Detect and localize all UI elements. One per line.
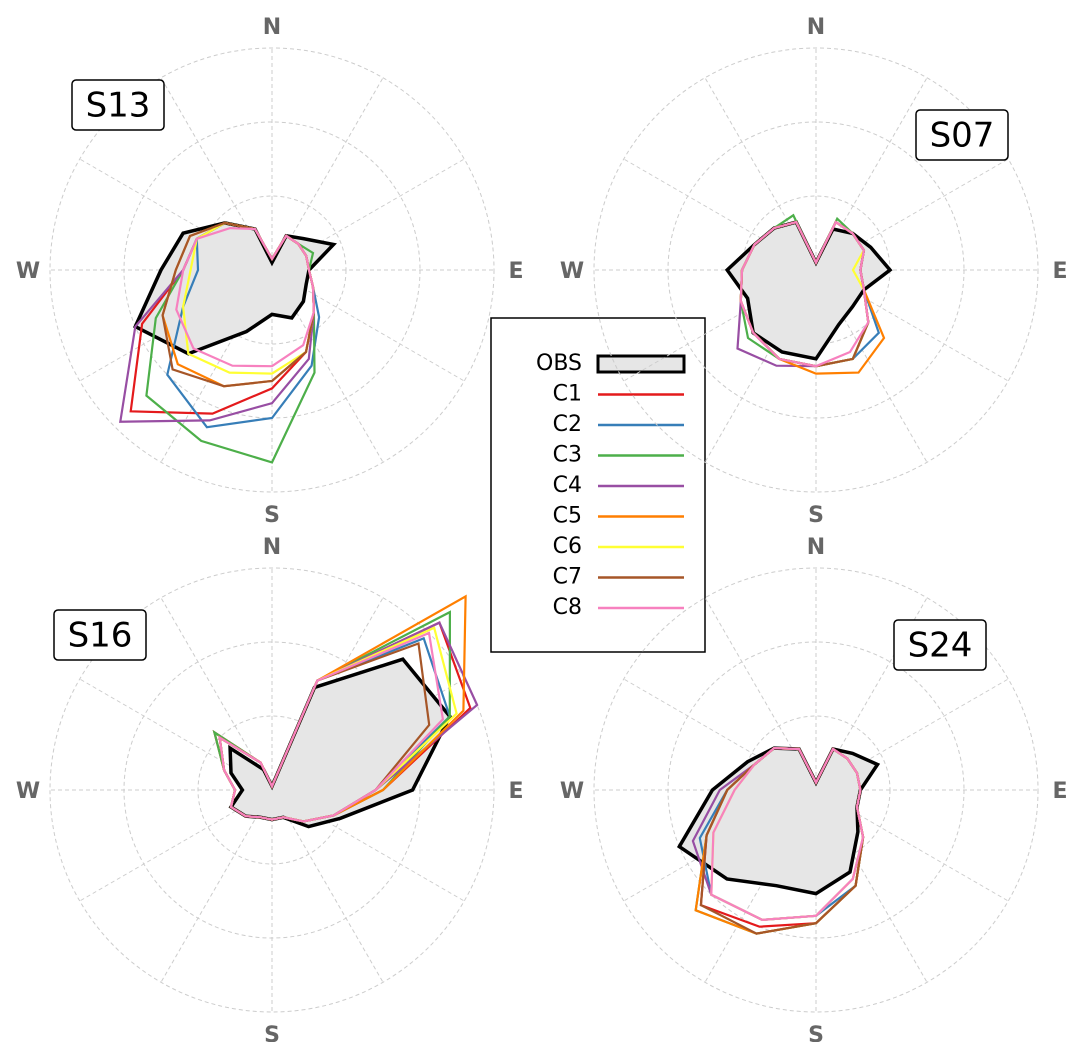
direction-label: N (807, 15, 825, 40)
title-box (71, 79, 165, 131)
polar-panel: N E S W S16 (16, 535, 524, 1042)
legend: OBS C1 C2 C3 C4 C5 C6 C7 C8 (490, 317, 706, 653)
legend-label: C2 (553, 412, 582, 437)
angle-grid (160, 789, 273, 983)
direction-label: W (560, 779, 584, 804)
panel-title: S24 (908, 626, 973, 666)
observed-polygon (724, 220, 893, 361)
direction-label: E (508, 259, 523, 284)
model-line (175, 226, 316, 368)
polar-panel: N E S W S24 (560, 535, 1068, 1042)
panel-title: S16 (68, 616, 133, 656)
legend-label: C8 (553, 595, 582, 620)
direction-label: E (1052, 779, 1067, 804)
radial-grid (593, 47, 1039, 493)
direction-label: S (808, 503, 824, 528)
legend-swatch (596, 354, 686, 374)
direction-label: W (16, 259, 40, 284)
model-line (739, 220, 870, 368)
direction-label: S (264, 1023, 280, 1042)
observed-polygon (228, 657, 452, 829)
direction-label: N (807, 535, 825, 560)
direction-label: S (264, 503, 280, 528)
direction-label: E (1052, 259, 1067, 284)
radial-grid (593, 567, 1039, 1013)
model-line (710, 746, 865, 922)
direction-label: N (263, 15, 281, 40)
angle-grid (271, 789, 384, 983)
legend-label: OBS (536, 351, 582, 376)
direction-label: S (808, 1023, 824, 1042)
direction-label: N (263, 535, 281, 560)
polar-panel: N E S W S13 (16, 15, 524, 528)
model-line (218, 631, 445, 823)
panel-title: S07 (930, 116, 995, 156)
title-box (915, 109, 1009, 161)
legend-label: C3 (553, 443, 582, 468)
direction-label: W (16, 779, 40, 804)
polar-panel: N E S W S07 (560, 15, 1068, 528)
direction-label: W (560, 259, 584, 284)
angle-grid (160, 597, 273, 791)
legend-label: C7 (553, 565, 582, 590)
radial-grid (49, 47, 495, 493)
title-box (893, 619, 987, 671)
legend-label: C1 (553, 382, 582, 407)
title-box (53, 609, 147, 661)
legend-label: C5 (553, 504, 582, 529)
direction-label: E (508, 779, 523, 804)
legend-label: C4 (553, 473, 582, 498)
panel-title: S13 (86, 86, 151, 126)
radial-grid (49, 567, 495, 1013)
legend-label: C6 (553, 534, 582, 559)
